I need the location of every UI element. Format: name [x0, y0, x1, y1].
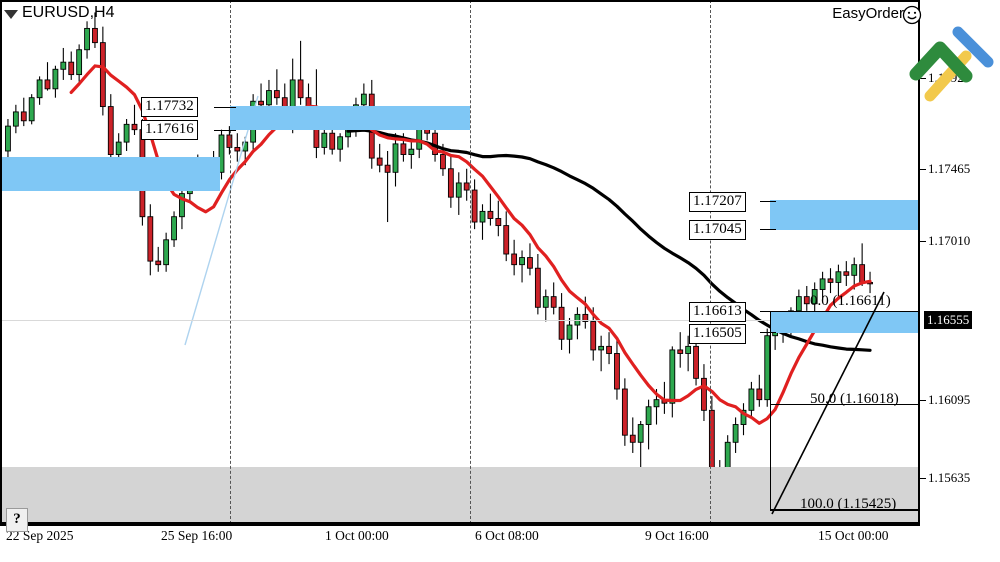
plot-border-bottom	[0, 522, 920, 524]
price-tick-mark	[920, 169, 926, 170]
trendline	[184, 95, 259, 346]
fibonacci-label-50: 50.0 (1.16018)	[810, 391, 899, 407]
price-tick-label: 1.17465	[928, 161, 971, 176]
vertical-gridline	[230, 0, 231, 524]
fibonacci-box[interactable]	[770, 311, 920, 510]
smiley-face-icon[interactable]	[902, 5, 922, 25]
easyorder-panel-label: EasyOrder	[832, 5, 904, 22]
plot-border-right	[918, 0, 920, 524]
fibonacci-level-0[interactable]	[770, 311, 920, 312]
zone-tag-leader	[760, 332, 776, 333]
zone-price-tag-upper-low[interactable]: 1.17616	[141, 120, 198, 140]
time-tick-label: 15 Oct 00:00	[818, 528, 889, 543]
slow-moving-average	[346, 128, 872, 352]
zone-tag-leader	[760, 229, 776, 230]
price-tick-mark	[920, 78, 926, 79]
price-tick-label: 1.17010	[928, 233, 971, 248]
fibonacci-level-50[interactable]	[770, 404, 920, 405]
plot-border-top	[0, 0, 920, 2]
current-price-label: 1.16555	[924, 311, 973, 329]
chart-plot-area[interactable]: 0.0 (1.16611) 50.0 (1.16018) 100.0 (1.15…	[0, 0, 920, 524]
time-tick-label: 9 Oct 16:00	[645, 528, 709, 543]
zone-demand-current	[770, 311, 920, 333]
zone-price-tag-right-low[interactable]: 1.17045	[689, 220, 746, 240]
plot-border-left	[0, 0, 2, 524]
zone-price-tag-current-high[interactable]: 1.16613	[689, 302, 746, 322]
time-tick-label: 25 Sep 16:00	[161, 528, 233, 543]
shaded-region	[0, 467, 920, 524]
broker-logo	[909, 22, 996, 102]
chevron-down-icon[interactable]	[4, 10, 18, 19]
price-tick-mark	[920, 478, 926, 479]
price-tick-label: 1.16095	[928, 392, 971, 407]
vertical-gridline	[470, 0, 471, 524]
zone-tag-leader	[760, 201, 776, 202]
price-tick-mark	[920, 241, 926, 242]
fibonacci-trend-ray	[771, 291, 885, 515]
time-axis-border	[0, 524, 920, 526]
zone-price-tag-right-high[interactable]: 1.17207	[689, 192, 746, 212]
fibonacci-label-100: 100.0 (1.15425)	[800, 496, 897, 512]
zone-price-tag-upper-high[interactable]: 1.17732	[141, 97, 198, 117]
time-tick-label: 1 Oct 00:00	[325, 528, 389, 543]
zone-supply-right	[770, 200, 920, 230]
vertical-gridline	[710, 0, 711, 524]
fibonacci-level-100[interactable]	[770, 510, 920, 511]
symbol-label: EURUSD,H4	[22, 4, 115, 21]
zone-demand-left	[0, 157, 220, 191]
zone-supply-upper	[230, 106, 470, 130]
zone-price-tag-current-low[interactable]: 1.16505	[689, 324, 746, 344]
horizontal-gridline	[0, 320, 920, 321]
price-tick-mark	[920, 400, 926, 401]
zone-tag-leader	[214, 130, 236, 131]
time-axis[interactable]: 22 Sep 2025 25 Sep 16:00 1 Oct 00:00 6 Oct …	[0, 524, 1000, 562]
help-button[interactable]: ?	[6, 508, 28, 532]
fibonacci-label-0: 0.0 (1.16611)	[810, 293, 891, 309]
zone-tag-leader	[214, 107, 236, 108]
price-tick-label: 1.15635	[928, 470, 971, 485]
time-tick-label: 6 Oct 08:00	[475, 528, 539, 543]
zone-tag-leader	[760, 311, 776, 312]
